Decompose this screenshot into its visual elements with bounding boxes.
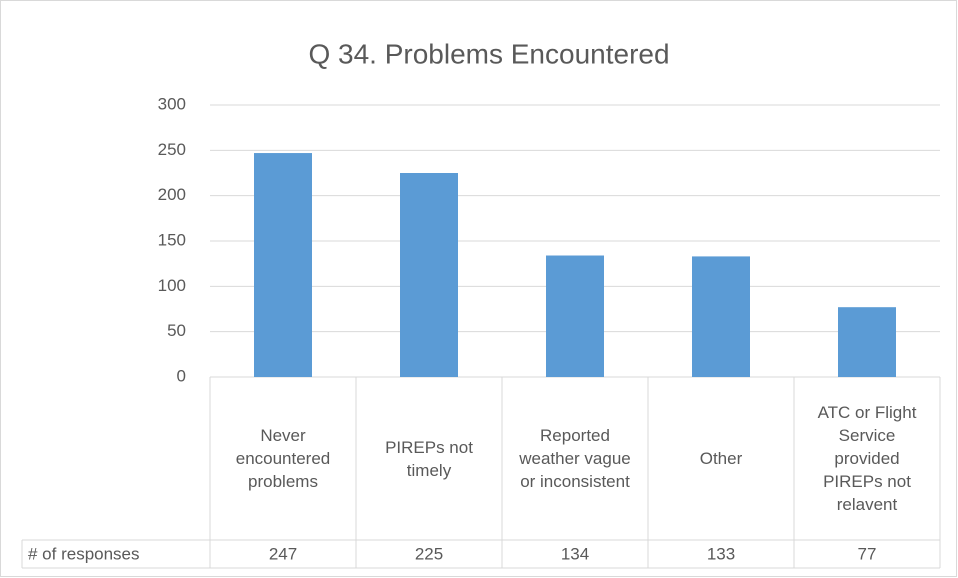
table-value: 134: [561, 544, 589, 563]
bar: [838, 307, 896, 377]
y-tick-label: 100: [158, 276, 186, 295]
x-tick-label: Other: [699, 449, 743, 468]
x-tick-label: PIREPs not timely: [385, 437, 473, 480]
bar: [254, 153, 312, 377]
y-tick-label: 300: [158, 94, 186, 113]
table-value: 77: [858, 544, 877, 563]
bar: [546, 255, 604, 377]
x-tick-label: ATC or Flight Service provided PIREPs no…: [817, 403, 917, 514]
table-value: 247: [269, 544, 297, 563]
y-tick-label: 50: [167, 321, 186, 340]
y-tick-label: 200: [158, 185, 186, 204]
x-tick-label: Reported weather vague or inconsistent: [519, 426, 631, 491]
y-tick-label: 150: [158, 230, 186, 249]
y-tick-label: 250: [158, 140, 186, 159]
y-tick-label: 0: [177, 366, 186, 385]
bar: [692, 256, 750, 377]
table-value: 225: [415, 544, 443, 563]
chart-title: Q 34. Problems Encountered: [308, 38, 669, 69]
x-tick-label: Never encountered problems: [235, 426, 331, 491]
table-value: 133: [707, 544, 735, 563]
bar: [400, 173, 458, 377]
legend-label: # of responses: [28, 544, 140, 563]
